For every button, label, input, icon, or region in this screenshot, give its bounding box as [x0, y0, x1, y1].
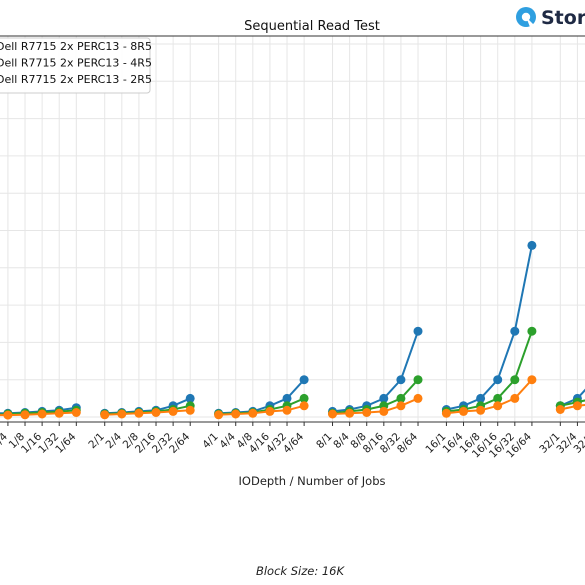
x-tick-label: 8/1 — [314, 431, 334, 451]
x-axis-title: IODepth / Number of Jobs — [239, 474, 386, 488]
chart-title: Sequential Read Test — [244, 19, 380, 34]
data-point — [214, 410, 224, 420]
x-tick-labels: 1/41/81/161/321/64 2/12/42/82/162/322/64 4… — [0, 430, 585, 460]
data-point — [151, 408, 161, 417]
legend-item: Dell R7715 2x PERC13 - 2R5 — [0, 73, 152, 86]
data-point — [396, 401, 406, 411]
grid-layer — [0, 36, 585, 422]
legend: Dell R7715 2x PERC13 - 8R5 Dell R7715 2x … — [0, 37, 152, 94]
data-point — [37, 409, 47, 419]
data-point — [510, 326, 520, 336]
data-point — [396, 375, 406, 385]
brand-logo: Stora — [516, 7, 585, 29]
data-point — [168, 406, 178, 416]
data-point — [185, 405, 195, 415]
legend-box — [0, 37, 151, 94]
data-point — [476, 405, 486, 415]
brand-logo-icon — [516, 7, 536, 27]
x-tick-label: 1/4 — [0, 430, 10, 451]
data-point — [527, 240, 537, 250]
data-point — [3, 410, 13, 420]
legend-item: Dell R7715 2x PERC13 - 8R5 — [0, 40, 152, 53]
data-point — [555, 405, 565, 414]
x-tick-label: 4/64 — [281, 430, 306, 455]
data-point — [134, 408, 144, 418]
footnote: Block Size: 16K — [256, 564, 346, 578]
data-point — [396, 393, 406, 403]
series — [0, 375, 585, 420]
data-point — [282, 393, 292, 403]
data-point — [265, 406, 275, 416]
data-point — [71, 408, 81, 417]
data-point — [282, 405, 292, 415]
x-tick-label: 8/64 — [395, 430, 420, 455]
data-point — [441, 408, 451, 418]
data-point — [572, 401, 582, 411]
data-point — [299, 375, 309, 385]
axes-layer — [0, 35, 585, 426]
legend-item: Dell R7715 2x PERC13 - 4R5 — [0, 57, 152, 70]
data-point — [413, 393, 423, 403]
data-point — [20, 410, 30, 420]
x-tick-label: 4/1 — [200, 431, 220, 451]
data-point — [459, 406, 468, 416]
data-point — [413, 326, 423, 336]
series-line — [559, 388, 585, 407]
data-point — [185, 393, 195, 403]
data-point — [328, 409, 337, 419]
series-line — [560, 399, 585, 407]
data-point — [493, 375, 503, 385]
data-point — [362, 408, 372, 417]
data-point — [54, 408, 64, 418]
x-tick-label: 2/64 — [167, 430, 192, 455]
data-point — [510, 393, 520, 403]
data-point — [413, 375, 423, 385]
data-point — [493, 393, 503, 403]
data-point — [299, 401, 309, 411]
data-point — [510, 375, 520, 385]
data-point — [345, 408, 355, 418]
legend-label: Dell R7715 2x PERC13 - 2R5 — [0, 73, 152, 86]
data-point — [248, 408, 258, 418]
series-line — [446, 245, 533, 411]
data-point — [493, 401, 503, 411]
data-point — [379, 406, 389, 416]
x-tick-label: 2/1 — [86, 431, 106, 451]
data-point — [527, 326, 537, 336]
legend-label: Dell R7715 2x PERC13 - 4R5 — [0, 57, 152, 70]
data-point — [379, 393, 389, 403]
x-tick-label: 1/64 — [53, 430, 78, 455]
data-point — [100, 410, 110, 420]
data-point — [299, 393, 309, 403]
data-point — [231, 409, 241, 419]
data-point — [117, 409, 127, 419]
series-layer — [0, 240, 585, 420]
legend-label: Dell R7715 2x PERC13 - 8R5 — [0, 40, 152, 53]
brand-name: Stora — [541, 7, 585, 29]
data-point — [527, 375, 537, 385]
data-point — [476, 393, 486, 403]
